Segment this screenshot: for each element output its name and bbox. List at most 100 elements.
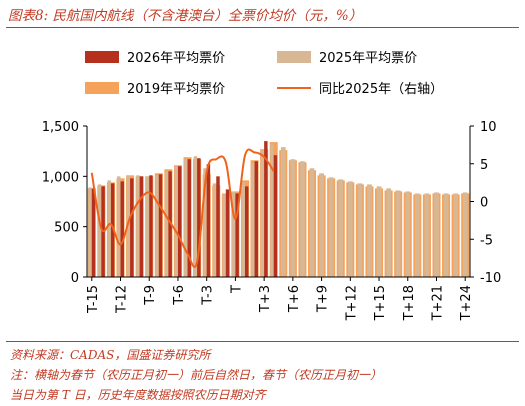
bar-2025: [443, 193, 449, 277]
x-tick-label: T-3: [201, 285, 216, 306]
bar-2026: [235, 193, 239, 277]
bar-2025: [386, 188, 392, 277]
bar-2025: [212, 183, 217, 277]
bar-2025: [424, 193, 430, 277]
y-tick-label-right: 10: [480, 120, 497, 135]
y-tick-label-right: -5: [480, 233, 493, 248]
bar-2026: [158, 174, 163, 277]
chart-title: 图表8: 民航国内航线（不含港澳台）全票价均价（元，%）: [8, 8, 363, 24]
bar-2026: [225, 189, 230, 277]
bar-2025: [222, 193, 226, 277]
x-tick-label: T+21: [430, 285, 445, 321]
x-tick-label: T+12: [344, 285, 359, 321]
bar-2026: [197, 158, 201, 277]
bar-2025: [117, 176, 121, 277]
x-tick-label: T+18: [402, 285, 417, 321]
y-tick-label-left: 0: [71, 271, 79, 286]
legend-swatch-0: [85, 51, 119, 63]
bar-2025: [88, 187, 92, 277]
bar-2025: [376, 186, 382, 277]
y-tick-label-right: -10: [480, 271, 501, 286]
legend-label-0: 2026年平均票价: [127, 51, 225, 66]
bar-2025: [260, 149, 265, 277]
bar-2025: [462, 192, 468, 277]
line-layer: [90, 148, 275, 268]
bar-2025: [357, 183, 363, 277]
bar-2026: [130, 178, 134, 277]
bar-layer: [87, 141, 470, 277]
bar-2025: [184, 159, 188, 277]
x-tick-label: T: [229, 285, 244, 294]
notes-divider: [6, 341, 519, 342]
bar-2025: [300, 161, 305, 277]
bar-2026: [187, 159, 191, 277]
bar-2026: [177, 166, 182, 277]
bar-2025: [270, 144, 274, 277]
legend-swatch-2: [85, 82, 119, 94]
legend: 2026年平均票价 2025年平均票价 2019年平均票价 同比2025年（右轴）: [85, 51, 443, 97]
bar-2025: [367, 184, 372, 277]
bar-2025: [280, 147, 286, 277]
x-tick-label: T+24: [459, 285, 474, 321]
bar-2026: [91, 188, 96, 277]
footnote-line-2: 当日为第 T 日，历史年度数据按照农历日期对齐: [10, 388, 266, 402]
bar-2026: [216, 176, 220, 277]
bar-2026: [244, 186, 249, 277]
x-tick-label: T-9: [143, 285, 158, 306]
bar-2025: [136, 175, 140, 277]
bar-2025: [126, 175, 131, 277]
bar-2025: [453, 193, 459, 277]
bar-2025: [174, 166, 178, 277]
bar-2026: [139, 176, 144, 277]
bar-2026: [254, 161, 259, 277]
bar-2025: [319, 173, 324, 277]
bar-2025: [309, 168, 315, 277]
bar-2025: [290, 159, 296, 277]
y-tick-label-left: 1,000: [42, 170, 79, 185]
legend-label-3: 同比2025年（右轴）: [319, 82, 443, 97]
y-tick-label-right: 5: [480, 158, 488, 173]
y-tick-label-left: 500: [54, 221, 79, 236]
title-divider: [6, 27, 519, 28]
bar-2025: [395, 190, 401, 277]
axes: 0 500 1,000 1,500 -10 -5 0 5 10 T-15 T-12 T-9 T-6 T-3…: [42, 120, 501, 321]
bar-2025: [414, 193, 420, 277]
legend-label-2: 2019年平均票价: [127, 82, 225, 97]
bar-2025: [155, 175, 159, 277]
y-tick-label-right: 0: [480, 196, 488, 211]
bar-2026: [149, 175, 153, 277]
bar-2025: [145, 176, 150, 277]
bar-2025: [203, 168, 207, 277]
bar-2025: [231, 191, 236, 277]
bar-2025: [107, 180, 111, 277]
bar-2026: [120, 181, 124, 277]
bar-2025: [193, 156, 198, 277]
bar-2026: [206, 164, 211, 277]
bar-2025: [434, 192, 439, 277]
bar-2025: [328, 177, 334, 277]
legend-swatch-1: [277, 51, 311, 63]
footnote-line-1: 注：横轴为春节（农历正月初一）前后自然日，春节（农历正月初一）: [10, 368, 383, 382]
bar-2025: [405, 191, 411, 277]
source-note: 资料来源：CADAS，国盛证券研究所: [10, 348, 211, 362]
notes: 资料来源：CADAS，国盛证券研究所 注：横轴为春节（农历正月初一）前后自然日，…: [10, 345, 520, 405]
bar-2026: [264, 141, 268, 277]
y-tick-label-left: 1,500: [42, 120, 79, 135]
x-tick-label: T-15: [86, 285, 101, 314]
x-tick-label: T-12: [115, 285, 130, 314]
legend-label-1: 2025年平均票价: [319, 51, 417, 66]
bar-2026: [168, 171, 172, 277]
bar-2025: [338, 179, 344, 277]
x-tick-label: T+15: [373, 285, 388, 321]
x-tick-label: T+9: [316, 285, 331, 313]
bar-2025: [97, 184, 102, 277]
yoy-line: [90, 148, 275, 268]
x-tick-label: T+6: [287, 285, 302, 313]
bar-2026: [273, 155, 278, 277]
bar-2025: [251, 163, 255, 277]
bar-2026: [110, 183, 115, 277]
x-tick-label: T-6: [172, 285, 187, 306]
bar-2025: [241, 182, 245, 277]
bar-2025: [164, 171, 169, 277]
